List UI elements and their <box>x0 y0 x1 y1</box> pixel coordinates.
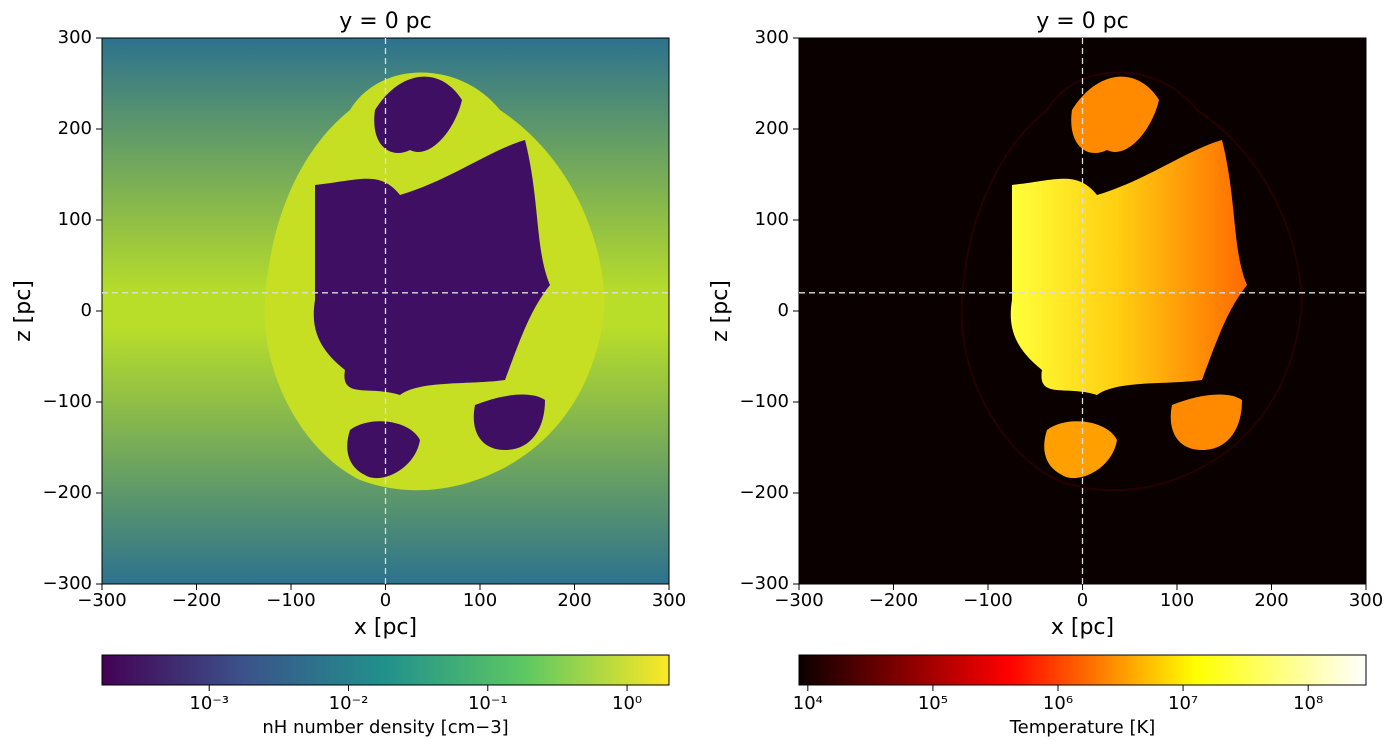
x-tick-label: −200 <box>172 590 221 611</box>
y-tick-label: −300 <box>740 573 789 594</box>
y-tick-label: 100 <box>58 209 92 230</box>
colorbar-tick-label: 10⁻³ <box>189 693 229 714</box>
y-tick-label: −200 <box>740 482 789 503</box>
x-axis-label: x [pc] <box>354 615 417 640</box>
x-tick-label: 200 <box>557 590 591 611</box>
x-tick-label: −100 <box>963 590 1012 611</box>
x-tick-label: 200 <box>1254 590 1288 611</box>
x-tick-label: −300 <box>77 590 126 611</box>
y-tick-label: 100 <box>755 209 789 230</box>
x-tick-label: 300 <box>1349 590 1383 611</box>
x-tick-label: 0 <box>1077 590 1088 611</box>
x-tick-label: −200 <box>869 590 918 611</box>
y-tick-label: −100 <box>740 391 789 412</box>
colorbar-label: Temperature [K] <box>1009 717 1156 738</box>
x-tick-label: 0 <box>380 590 391 611</box>
y-tick-label: 200 <box>58 118 92 139</box>
colorbar-tick-label: 10⁻² <box>329 693 369 714</box>
colorbar-tick-label: 10⁵ <box>918 693 948 714</box>
y-tick-label: −200 <box>43 482 92 503</box>
y-axis-label: z [pc] <box>11 280 36 342</box>
colorbar-tick-label: 10⁻¹ <box>468 693 508 714</box>
x-axis-label: x [pc] <box>1051 615 1114 640</box>
y-tick-label: 300 <box>58 27 92 48</box>
x-tick-label: −300 <box>774 590 823 611</box>
y-tick-label: 300 <box>755 27 789 48</box>
x-tick-label: −100 <box>266 590 315 611</box>
y-tick-label: 0 <box>81 300 92 321</box>
x-tick-label: 300 <box>652 590 686 611</box>
y-tick-label: −300 <box>43 573 92 594</box>
x-tick-label: 100 <box>1160 590 1194 611</box>
colorbar-label: nH number density [cm−3] <box>262 717 508 738</box>
colorbar-tick-label: 10⁸ <box>1293 693 1323 714</box>
colorbar-tick-label: 10⁰ <box>612 693 642 714</box>
colorbar-tick-label: 10⁴ <box>793 693 823 714</box>
chart-title: y = 0 pc <box>339 9 432 34</box>
colorbar <box>798 654 1367 686</box>
colorbar-tick-label: 10⁶ <box>1043 693 1073 714</box>
y-tick-label: −100 <box>43 391 92 412</box>
y-tick-label: 0 <box>778 300 789 321</box>
chart-title: y = 0 pc <box>1036 9 1129 34</box>
colorbar-tick-label: 10⁷ <box>1168 693 1198 714</box>
colorbar <box>101 654 670 686</box>
x-tick-label: 100 <box>463 590 497 611</box>
y-tick-label: 200 <box>755 118 789 139</box>
y-axis-label: z [pc] <box>708 280 733 342</box>
